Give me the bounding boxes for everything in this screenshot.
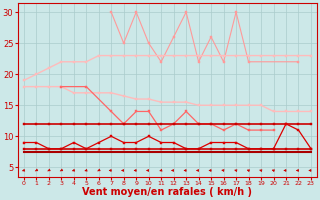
X-axis label: Vent moyen/en rafales ( km/h ): Vent moyen/en rafales ( km/h )	[82, 187, 252, 197]
